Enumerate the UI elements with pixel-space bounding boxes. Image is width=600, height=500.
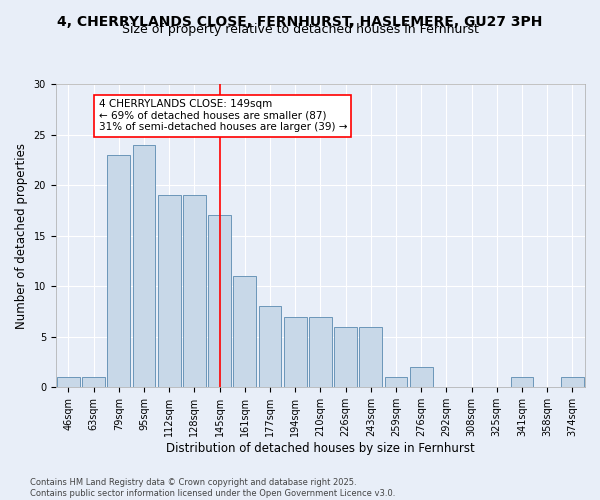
Text: Contains HM Land Registry data © Crown copyright and database right 2025.
Contai: Contains HM Land Registry data © Crown c… (30, 478, 395, 498)
Text: Size of property relative to detached houses in Fernhurst: Size of property relative to detached ho… (122, 22, 478, 36)
Text: 4, CHERRYLANDS CLOSE, FERNHURST, HASLEMERE, GU27 3PH: 4, CHERRYLANDS CLOSE, FERNHURST, HASLEME… (58, 15, 542, 29)
Bar (233, 276, 256, 388)
Bar (82, 377, 105, 388)
Bar (133, 144, 155, 388)
Bar (561, 377, 584, 388)
Bar (309, 316, 332, 388)
Bar (208, 216, 231, 388)
Bar (410, 367, 433, 388)
Bar (334, 326, 357, 388)
X-axis label: Distribution of detached houses by size in Fernhurst: Distribution of detached houses by size … (166, 442, 475, 455)
Bar (259, 306, 281, 388)
Bar (359, 326, 382, 388)
Bar (107, 155, 130, 388)
Y-axis label: Number of detached properties: Number of detached properties (15, 142, 28, 328)
Bar (385, 377, 407, 388)
Text: 4 CHERRYLANDS CLOSE: 149sqm
← 69% of detached houses are smaller (87)
31% of sem: 4 CHERRYLANDS CLOSE: 149sqm ← 69% of det… (98, 99, 347, 132)
Bar (57, 377, 80, 388)
Bar (511, 377, 533, 388)
Bar (183, 195, 206, 388)
Bar (158, 195, 181, 388)
Bar (284, 316, 307, 388)
